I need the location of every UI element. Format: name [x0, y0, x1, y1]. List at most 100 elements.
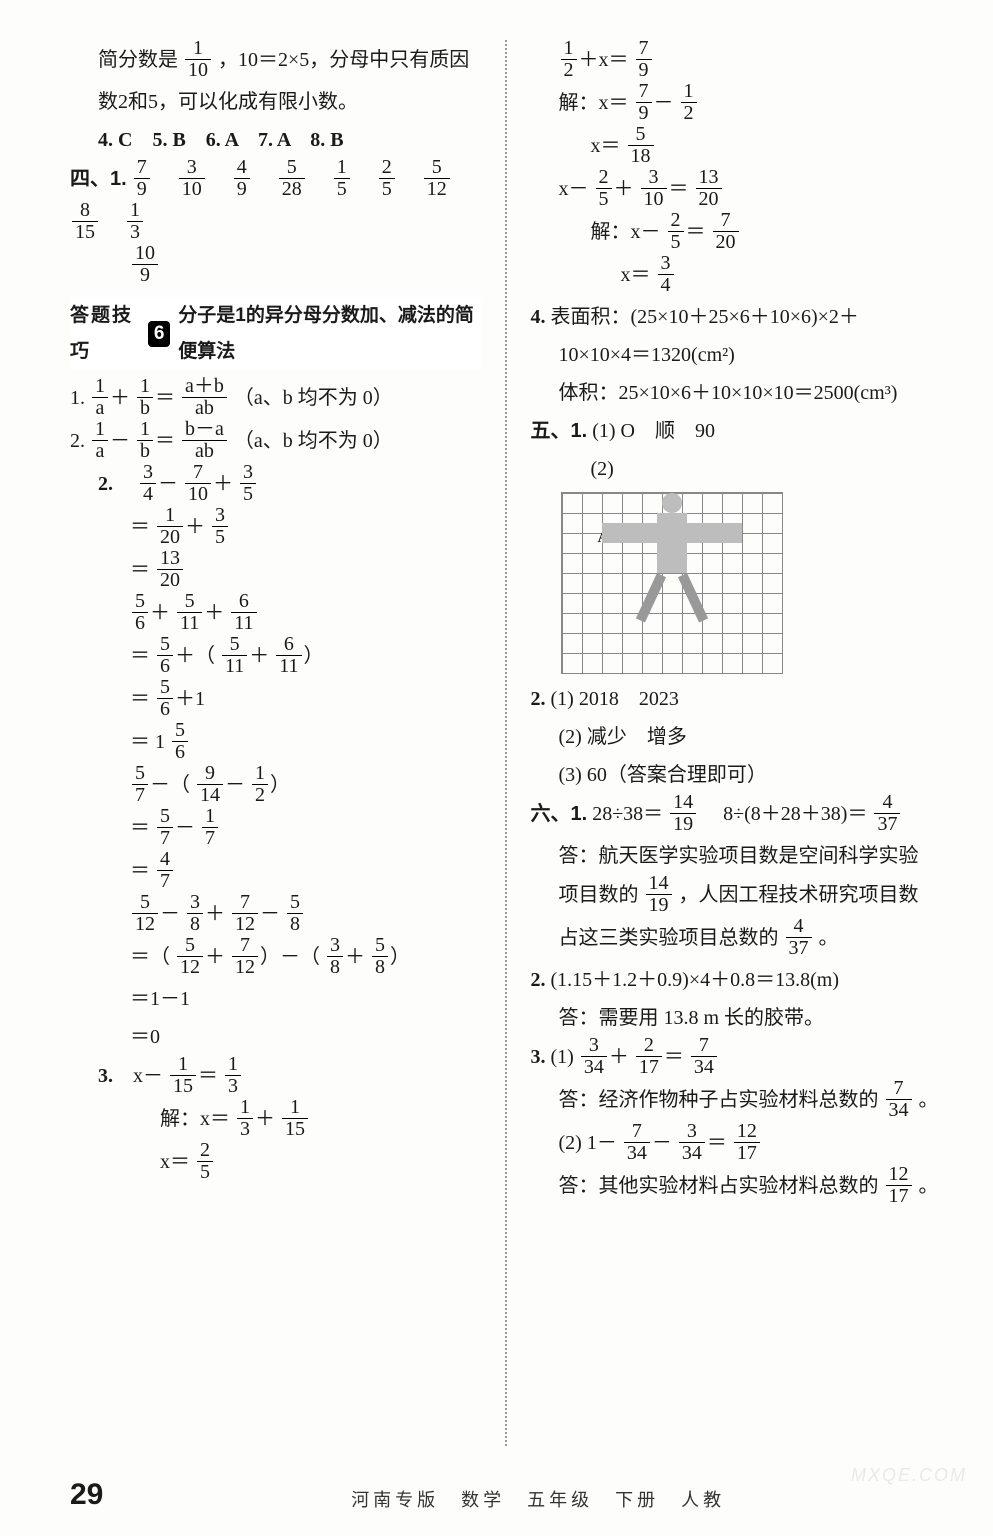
text-line: 答：航天医学实验项目数是空间科学实验 — [531, 837, 944, 875]
math-line: 解：x＝ 79－ 12 — [531, 83, 944, 126]
tip-label: 答题技巧 — [70, 298, 148, 370]
fraction: 1a — [92, 419, 108, 462]
fraction: 512 — [424, 157, 450, 200]
math-line: ＝ 1320 — [70, 550, 481, 593]
fraction: 25 — [379, 157, 395, 200]
footer: 29 河南专版 数学 五年级 下册 人教 — [70, 1478, 943, 1512]
math-line: 12＋x＝ 79 — [531, 40, 944, 83]
text-line: 数2和5，可以化成有限小数。 — [70, 83, 481, 121]
fraction: 528 — [279, 157, 305, 200]
section-label: 六、1. — [531, 803, 588, 825]
fraction: a＋bab — [182, 376, 227, 419]
fraction: 15 — [334, 157, 350, 200]
text: (1) 2018 2023 — [551, 688, 679, 710]
fraction: 1b — [137, 419, 153, 462]
text: (1.15＋1.2＋0.9)×4＋0.8＝13.8(m) — [551, 969, 839, 991]
lead: x＝ — [621, 264, 651, 286]
section-row: 六、1. 28÷38＝ 1419 8÷(8＋28＋38)＝ 437 — [531, 794, 944, 837]
math-line: 3. x－ 115＝ 13 — [70, 1056, 481, 1099]
math-line: 解：x＝ 13＋ 115 — [70, 1099, 481, 1142]
text-line: 项目数的 1419 ，人因工程技术研究项目数 — [531, 875, 944, 918]
text-line: 答：其他实验材料占实验材料总数的 1217 。 — [531, 1166, 944, 1209]
fraction: 1a — [92, 376, 108, 419]
figure-body — [657, 513, 687, 573]
fraction: 1b — [137, 376, 153, 419]
section-row: 四、1. 79 310 49 528 15 25 512 815 13 — [70, 159, 481, 245]
integer: 1 — [155, 731, 165, 753]
footer-meta: 河南专版 数学 五年级 下册 人教 — [133, 1486, 943, 1512]
tip-bar: 答题技巧 6 分子是1的异分母分数加、减法的简便算法 — [70, 298, 481, 370]
right-column: 12＋x＝ 79 解：x＝ 79－ 12 x＝ 518 x－ 25＋ 310＝ … — [507, 40, 944, 1446]
answer-line: 4. C 5. B 6. A 7. A 8. B — [70, 121, 481, 159]
text: ，10＝2×5，分母中只有质因 — [218, 49, 469, 71]
lead: 解：x－ — [591, 221, 661, 243]
text-line: 10×10×4＝1320(cm²) — [531, 336, 944, 374]
text-line: 4. 表面积：(25×10＋25×6＋10×6)×2＋ — [531, 298, 944, 336]
lead: (1) — [551, 1046, 574, 1068]
formula-line: 2. 1a－ 1b＝ b－aab （a、b 均不为 0） — [70, 421, 481, 464]
page-number: 29 — [70, 1478, 103, 1512]
figure-head — [662, 493, 682, 513]
label: 3. — [98, 1065, 113, 1087]
math-line: 3. (1) 334＋ 217＝ 734 — [531, 1037, 944, 1080]
text-line: 2. (1) 2018 2023 — [531, 680, 944, 718]
lead: x＝ — [591, 135, 621, 157]
label: (2) — [531, 450, 944, 488]
text: (1) O 顺 90 — [592, 420, 715, 442]
text: 8÷(8＋28＋38)＝ — [703, 803, 867, 825]
page: 简分数是 110 ，10＝2×5，分母中只有质因 数2和5，可以化成有限小数。 … — [0, 0, 993, 1536]
tip-desc: 分子是1的异分母分数加、减法的简便算法 — [178, 298, 480, 370]
text: ，人因工程技术研究项目数 — [679, 884, 919, 906]
text: 占这三类实验项目总数的 — [559, 927, 779, 949]
text-line: 体积：25×10×6＋10×10×10＝2500(cm³) — [531, 374, 944, 412]
text: 。 — [919, 1175, 939, 1197]
label: 3. — [531, 1046, 546, 1068]
grid-figure: A — [561, 492, 783, 674]
text: 。 — [919, 1089, 939, 1111]
section-label: 四、1. — [70, 168, 127, 190]
section-row: 五、1. (1) O 顺 90 — [531, 412, 944, 450]
fraction: 310 — [179, 157, 205, 200]
text: （a、b 均不为 0） — [234, 387, 393, 409]
text: 28÷38＝ — [592, 803, 663, 825]
fraction: 815 — [72, 200, 98, 243]
fraction: 79 — [134, 157, 150, 200]
label: 2. — [531, 688, 546, 710]
left-column: 简分数是 110 ，10＝2×5，分母中只有质因 数2和5，可以化成有限小数。 … — [70, 40, 507, 1446]
watermark: MXQE.COM — [851, 1465, 967, 1486]
lead: x＝ — [160, 1151, 190, 1173]
text-line: 答：需要用 13.8 m 长的胶带。 — [531, 999, 944, 1037]
label: 2. — [531, 969, 546, 991]
math-line: 512－ 38＋ 712－ 58 — [70, 894, 481, 937]
fraction: b－aab — [182, 419, 227, 462]
two-columns: 简分数是 110 ，10＝2×5，分母中只有质因 数2和5，可以化成有限小数。 … — [70, 40, 943, 1446]
text: 项目数的 — [559, 884, 639, 906]
lead: (2) 1－ — [559, 1132, 617, 1154]
math-line: 2. 34－ 710＋ 35 — [70, 464, 481, 507]
math-line: ＝ 56＋1 — [70, 679, 481, 722]
math-line: ＝ 1 56 — [70, 722, 481, 765]
math-line: x＝ 518 — [531, 126, 944, 169]
math-line: x＝ 34 — [531, 255, 944, 298]
text: 。 — [819, 927, 839, 949]
math-line: ＝1－1 — [70, 980, 481, 1018]
math-line: (2) 1－ 734－ 334＝ 1217 — [531, 1123, 944, 1166]
text: 简分数是 — [98, 49, 178, 71]
math-line: x－ 25＋ 310＝ 1320 — [531, 169, 944, 212]
fraction: 109 — [132, 243, 158, 286]
text: （a、b 均不为 0） — [234, 430, 393, 452]
label: 2. — [98, 473, 113, 495]
text-line: 简分数是 110 ，10＝2×5，分母中只有质因 — [70, 40, 481, 83]
math-line: x＝ 25 — [70, 1142, 481, 1185]
fraction-row: 109 — [70, 245, 481, 288]
text-line: 占这三类实验项目总数的 437 。 — [531, 918, 944, 961]
math-line: ＝ 57－ 17 — [70, 808, 481, 851]
math-line: ＝ 47 — [70, 851, 481, 894]
figure-leg — [677, 573, 707, 623]
text-line: 2. (1.15＋1.2＋0.9)×4＋0.8＝13.8(m) — [531, 961, 944, 999]
math-line: ＝0 — [70, 1018, 481, 1056]
label: 4. — [531, 306, 546, 328]
math-line: ＝（ 512＋ 712）－（ 38＋ 58） — [70, 937, 481, 980]
math-line: 57－（ 914－ 12） — [70, 765, 481, 808]
tip-badge: 6 — [148, 321, 170, 347]
